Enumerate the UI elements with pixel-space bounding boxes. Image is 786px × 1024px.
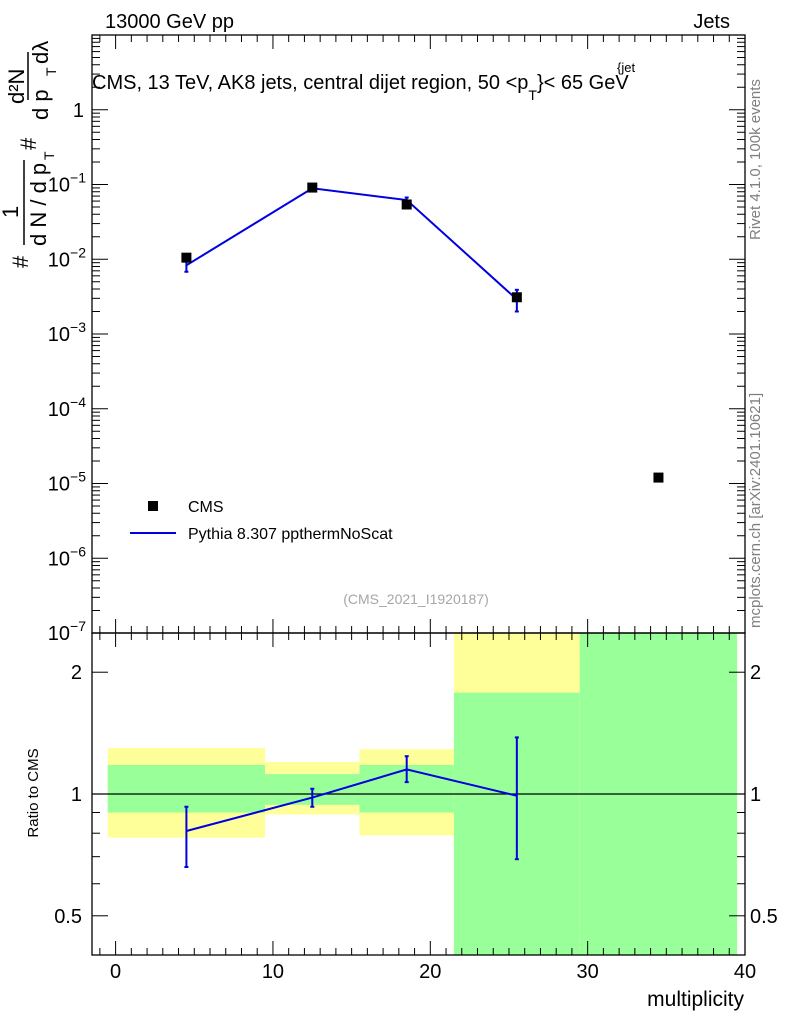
ratio-ytick-label-right: 1	[750, 784, 761, 806]
cms-data-point	[653, 472, 664, 483]
upper-y-axis-label: # 1 d N / d p T # d²N d p T dλ	[0, 41, 59, 268]
panel-frames: 1 10−1 10−2 10−3 10−4 10−5 10−6 10−7 0 10 20 30 40 2 2…	[48, 34, 778, 983]
upper-ytick-label: 1	[73, 100, 84, 122]
upper-ytick-label: 10−6	[48, 543, 86, 570]
xtick-label: 30	[577, 961, 599, 983]
legend: CMS Pythia 8.307 ppthermNoScat	[130, 499, 393, 543]
y-label-dn: d N / d p	[26, 163, 51, 246]
upper-ytick-label: 10−4	[48, 394, 86, 421]
upper-panel	[181, 182, 664, 483]
upper-ytick-label: 10−2	[48, 244, 86, 271]
mc-ratio-line	[186, 768, 518, 832]
ratio-ytick-label: 2	[71, 662, 82, 684]
upper-ytick-label: 10−3	[48, 319, 86, 346]
mcplots-label: mcplots.cern.ch [arXiv:2401.10621]	[747, 393, 764, 628]
legend-mc-label: Pythia 8.307 ppthermNoScat	[188, 526, 393, 543]
y-label-dp: d p	[28, 89, 53, 120]
ratio-band-green-0	[107, 764, 266, 813]
ratio-y-axis-label: Ratio to CMS	[25, 748, 42, 837]
legend-cms-label: CMS	[188, 499, 224, 516]
plot-title-main: CMS, 13 TeV, AK8 jets, central dijet reg…	[92, 72, 528, 94]
rivet-label: Rivet 4.1.0, 100k events	[747, 79, 764, 240]
y-label-sub-t: T	[41, 151, 57, 160]
upper-ytick-label: 10−1	[48, 170, 86, 197]
upper-ytick-label: 10−7	[48, 618, 86, 645]
cms-data-point	[511, 292, 522, 303]
y-label-hash2: #	[16, 137, 41, 150]
y-label-one: 1	[0, 206, 23, 218]
ratio-ytick-label: 1	[71, 784, 82, 806]
plot-title: CMS, 13 TeV, AK8 jets, central dijet reg…	[92, 72, 629, 103]
header-left: 13000 GeV pp	[105, 11, 234, 33]
y-label-hash: #	[8, 255, 33, 268]
x-axis-label: multiplicity	[647, 988, 744, 1011]
upper-frame	[91, 34, 746, 634]
xtick-label: 10	[262, 961, 284, 983]
plot-title-end: }< 65 GeV	[537, 72, 629, 94]
xtick-label: 40	[734, 961, 756, 983]
y-label-sub-t2: T	[43, 67, 59, 76]
ratio-panel	[92, 736, 745, 869]
cms-data-point	[181, 252, 192, 263]
plot-title-sup: {jet	[617, 60, 635, 75]
cms-data-point	[401, 199, 412, 210]
legend-cms-marker	[148, 501, 158, 511]
header-right: Jets	[693, 11, 730, 33]
mc-line	[185, 187, 518, 301]
ratio-ytick-label-right: 0.5	[750, 906, 778, 928]
ratio-ytick-label: 0.5	[54, 906, 82, 928]
upper-ytick-label: 10−5	[48, 469, 86, 496]
ratio-ytick-label-right: 2	[750, 662, 761, 684]
cms-data-point	[307, 182, 318, 193]
y-label-dlambda: dλ	[28, 41, 53, 64]
plot-title-sub: T	[528, 87, 537, 103]
analysis-id: (CMS_2021_I1920187)	[343, 591, 489, 607]
y-label-d2n: d²N	[4, 69, 29, 104]
xtick-label: 20	[419, 961, 441, 983]
xtick-label: 0	[110, 961, 121, 983]
